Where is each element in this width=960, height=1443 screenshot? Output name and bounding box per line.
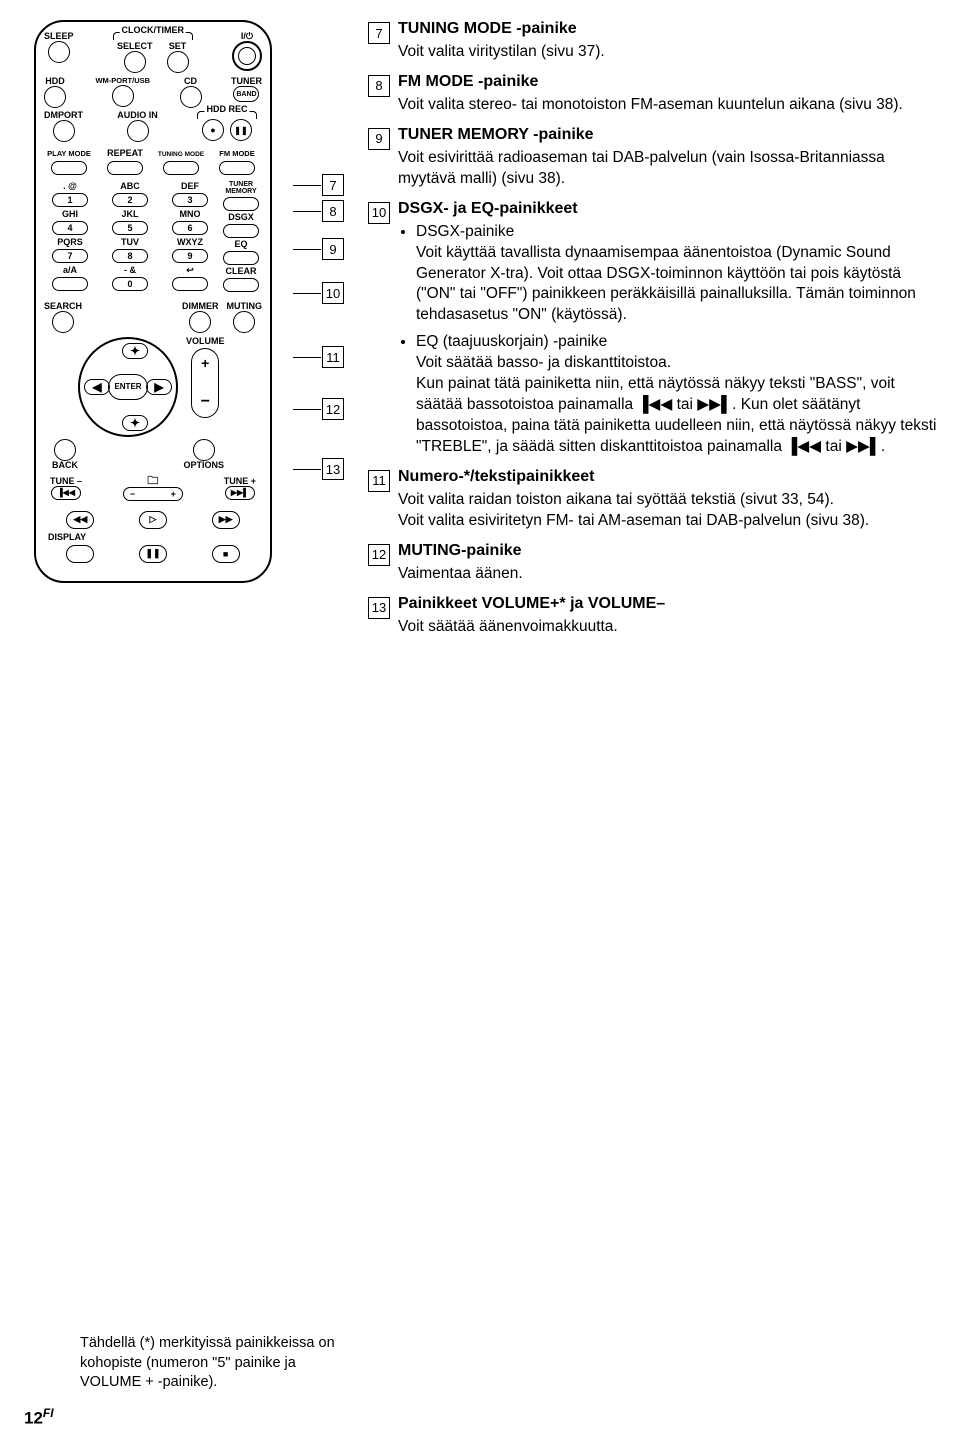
- callout-10: 10: [322, 282, 344, 304]
- footnote: Tähdellä (*) merkityissä painikkeissa on…: [80, 1334, 360, 1393]
- muting-button: [233, 311, 255, 333]
- entry-13: 13 Painikkeet VOLUME+* ja VOLUME– Voit s…: [368, 595, 940, 644]
- fm-mode-button: [219, 161, 255, 175]
- page-number: 12FI: [24, 1406, 54, 1429]
- callout-8: 8: [322, 200, 344, 222]
- callout-7: 7: [322, 174, 344, 196]
- entry-11: 11 Numero-*/tekstipainikkeet Voit valita…: [368, 468, 940, 538]
- entry-12: 12 MUTING-painike Vaimentaa äänen.: [368, 542, 940, 591]
- entry-9: 9 TUNER MEMORY -painike Voit esivirittää…: [368, 126, 940, 196]
- clear-button: [223, 278, 259, 292]
- entry-8: 8 FM MODE -painike Voit valita stereo- t…: [368, 73, 940, 122]
- dsgx-button: [223, 224, 259, 238]
- dpad: ENTER ✦ ✦ ◀ ▶: [78, 337, 178, 437]
- entry-title: TUNING MODE -painike: [398, 20, 940, 38]
- entry-desc: Voit valita viritystilan (sivu 37).: [398, 42, 940, 63]
- callout-column: 7 8 9 10 11 12 13: [310, 20, 358, 648]
- remote-control-diagram: SLEEP CLOCK/TIMER SELECT SET I/⏻ HDD WM-…: [34, 20, 272, 583]
- tuning-mode-button: [163, 161, 199, 175]
- entry-10: 10 DSGX- ja EQ-painikkeet DSGX-painike V…: [368, 200, 940, 464]
- callout-9: 9: [322, 238, 344, 260]
- tuner-memory-button: [223, 197, 259, 211]
- volume-buttons: + −: [191, 348, 219, 418]
- callout-12: 12: [322, 398, 344, 420]
- bullet-eq: EQ (taajuuskorjain) -painike Voit säätää…: [416, 332, 940, 458]
- bullet-dsgx: DSGX-painike Voit käyttää tavallista dyn…: [416, 222, 940, 327]
- description-column: 7 TUNING MODE -painike Voit valita virit…: [358, 20, 940, 648]
- callout-13: 13: [322, 458, 344, 480]
- entry-7: 7 TUNING MODE -painike Voit valita virit…: [368, 20, 940, 69]
- sleep-label: SLEEP: [44, 32, 74, 41]
- eq-button: [223, 251, 259, 265]
- callout-11: 11: [322, 346, 344, 368]
- sleep-button: [48, 41, 70, 63]
- power-button: [232, 41, 262, 71]
